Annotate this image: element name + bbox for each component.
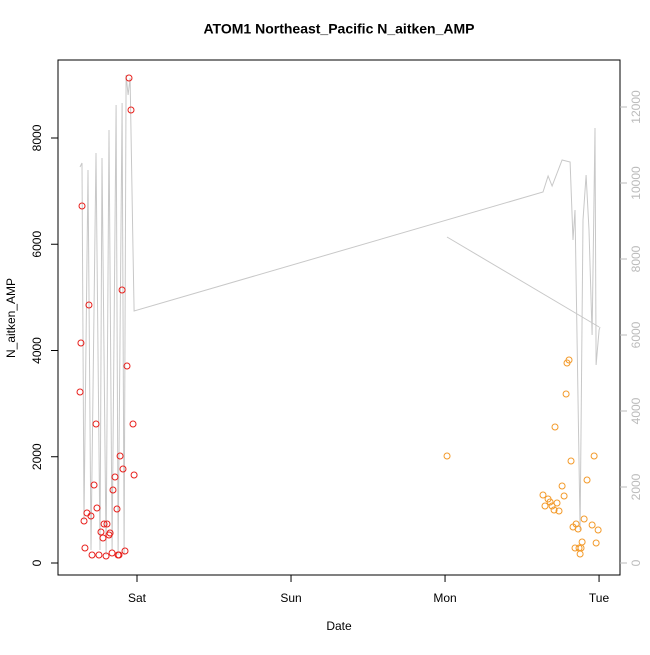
y-axis-label: N_aitken_AMP (4, 278, 18, 358)
data-point (99, 534, 107, 542)
data-point (125, 74, 133, 82)
data-point (580, 515, 588, 523)
y-tick-label: 2000 (30, 443, 44, 470)
data-point (115, 551, 123, 559)
y2-tick-label: 4000 (629, 397, 643, 424)
chart-title: ATOM1 Northeast_Pacific N_aitken_AMP (203, 21, 474, 37)
data-point (590, 452, 598, 460)
data-point (93, 504, 101, 512)
data-point (97, 528, 105, 536)
data-point (567, 457, 575, 465)
data-point (77, 339, 85, 347)
y-tick-label: 8000 (30, 124, 44, 151)
plot-box (57, 59, 621, 576)
data-point (560, 492, 568, 500)
y2-tick-label: 0 (629, 559, 643, 566)
data-line (79, 74, 601, 556)
data-point (108, 549, 116, 557)
data-point (562, 390, 570, 398)
x-tick-label: Sun (280, 591, 301, 605)
data-point (103, 520, 111, 528)
y2-tick-label: 6000 (629, 321, 643, 348)
data-point (100, 520, 108, 528)
data-point (555, 507, 563, 515)
x-tick-label: Tue (589, 591, 610, 605)
data-point (119, 465, 127, 473)
y-tick-label: 6000 (30, 231, 44, 258)
data-point (78, 202, 86, 210)
data-point (123, 362, 131, 370)
data-point (592, 539, 600, 547)
data-point (109, 486, 117, 494)
data-point (118, 286, 126, 294)
data-point (80, 517, 88, 525)
data-point (106, 529, 114, 537)
data-point (588, 521, 596, 529)
data-point (90, 481, 98, 489)
data-point (76, 388, 84, 396)
data-point (130, 471, 138, 479)
data-point (95, 551, 103, 559)
data-point (550, 506, 558, 514)
data-point (553, 499, 561, 507)
y2-tick-label: 8000 (629, 245, 643, 272)
y2-tick-label: 10000 (629, 166, 643, 200)
data-point (121, 547, 129, 555)
data-point (113, 505, 121, 513)
data-point (541, 502, 549, 510)
y2-tick-label: 2000 (629, 473, 643, 500)
x-axis-label: Date (326, 619, 352, 633)
data-point (92, 420, 100, 428)
data-point (574, 525, 582, 533)
data-point (578, 538, 586, 546)
data-point (102, 552, 110, 560)
data-point (83, 509, 91, 517)
x-tick-label: Sat (128, 591, 147, 605)
data-point (594, 526, 602, 534)
data-point (116, 452, 124, 460)
y-tick-label: 0 (30, 559, 44, 566)
data-point (111, 473, 119, 481)
y2-tick-label: 12000 (629, 90, 643, 124)
data-point (558, 482, 566, 490)
data-point (127, 106, 135, 114)
data-point (546, 498, 554, 506)
data-point (88, 551, 96, 559)
data-point (129, 420, 137, 428)
y-tick-label: 4000 (30, 337, 44, 364)
data-point (85, 301, 93, 309)
data-point (81, 544, 89, 552)
data-point (551, 423, 559, 431)
data-point (583, 476, 591, 484)
data-point (87, 512, 95, 520)
data-point (443, 452, 451, 460)
x-tick-label: Mon (433, 591, 456, 605)
data-point (576, 550, 584, 558)
data-point (539, 491, 547, 499)
data-point (565, 356, 573, 364)
data-point (548, 502, 556, 510)
